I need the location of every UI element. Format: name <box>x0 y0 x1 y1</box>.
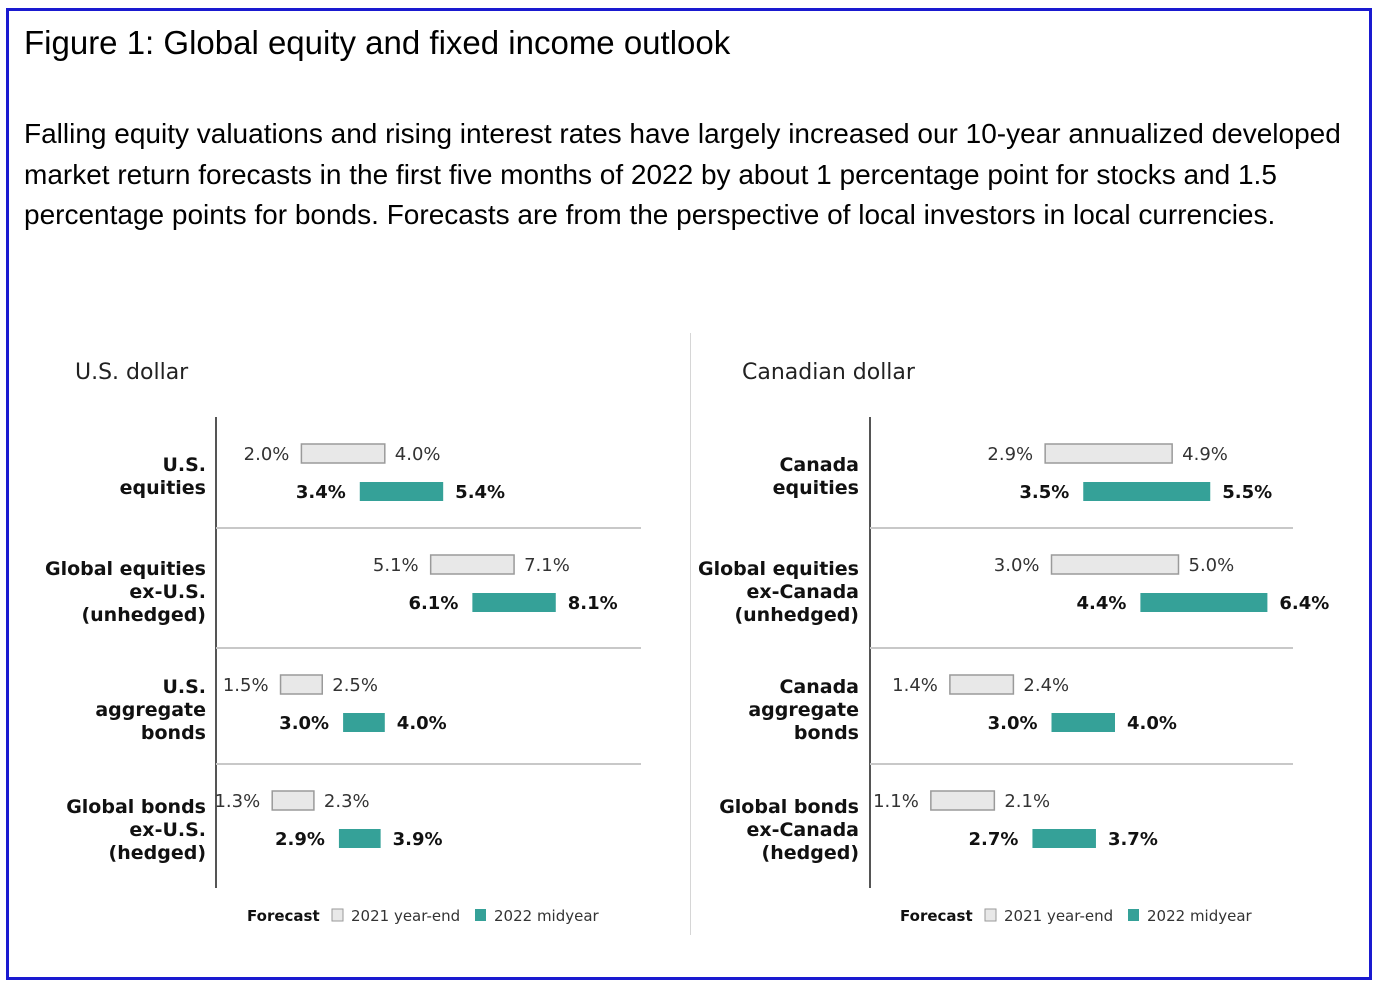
category-label: U.S. equities <box>120 454 206 499</box>
label-2021-low: 1.4% <box>892 675 938 696</box>
label-2022-low: 3.0% <box>279 713 329 734</box>
legend-label-2021-year-end: 2021 year-end <box>351 907 460 925</box>
label-2021-low: 1.5% <box>223 675 269 696</box>
category-label: Global equities ex-U.S. (unhedged) <box>45 558 206 626</box>
bar-2021-year-end <box>429 554 515 575</box>
label-2021-high: 2.5% <box>332 675 378 696</box>
category-label-line: ex-Canada <box>746 819 859 841</box>
bar-2021-year-end <box>271 790 315 811</box>
bar-2022-midyear <box>1032 829 1096 848</box>
category-label: Global bonds ex-U.S. (hedged) <box>66 796 206 864</box>
bar-2022-midyear <box>1083 482 1211 501</box>
label-2022-high: 5.5% <box>1222 482 1272 503</box>
bar-2021-year-end <box>1044 443 1173 464</box>
bar-2022-midyear <box>338 829 381 848</box>
legend-swatch-2021-year-end <box>984 908 997 922</box>
category-label-line: (unhedged) <box>81 604 206 626</box>
label-2021-low: 1.1% <box>873 791 919 812</box>
label-2022-high: 8.1% <box>568 593 618 614</box>
figure-description: Falling equity valuations and rising int… <box>24 118 1341 230</box>
label-2021-low: 2.9% <box>987 444 1033 465</box>
category-label-line: bonds <box>141 722 206 744</box>
category-label-line: (unhedged) <box>734 604 859 626</box>
legend-swatch-2022-midyear <box>475 909 486 921</box>
category-label-line: ex-Canada <box>746 581 859 603</box>
label-2022-high: 3.9% <box>393 829 443 850</box>
category-label-line: Canada <box>779 676 859 698</box>
category-label-line: Canada <box>779 454 859 476</box>
label-2022-low: 2.9% <box>275 829 325 850</box>
label-2021-high: 2.4% <box>1023 675 1069 696</box>
category-label-line: aggregate <box>748 699 859 721</box>
bar-2021-year-end <box>279 674 323 695</box>
bar-2021-year-end <box>1050 554 1180 575</box>
category-label-line: U.S. <box>162 676 206 698</box>
label-2022-high: 4.0% <box>397 713 447 734</box>
label-2021-low: 5.1% <box>373 555 419 576</box>
label-2021-high: 7.1% <box>524 555 570 576</box>
category-label-line: Global bonds <box>719 796 859 818</box>
label-2022-high: 6.4% <box>1279 593 1329 614</box>
category-label: Global equities ex-Canada (unhedged) <box>698 558 859 626</box>
label-2022-low: 4.4% <box>1076 593 1126 614</box>
category-label-line: aggregate <box>95 699 206 721</box>
category-label: Canada aggregate bonds <box>748 676 859 744</box>
figure-title: Figure 1: Global equity and fixed income… <box>24 24 731 61</box>
category-label-line: U.S. <box>162 454 206 476</box>
category-label: U.S. aggregate bonds <box>95 676 206 744</box>
category-label-line: Global equities <box>698 558 859 580</box>
panel-title-usd: U.S. dollar <box>75 360 189 385</box>
bar-2022-midyear <box>359 482 444 501</box>
label-2022-high: 5.4% <box>455 482 505 503</box>
bar-2021-year-end <box>300 443 386 464</box>
bar-2021-year-end <box>949 674 1015 695</box>
legend-label-2022-midyear: 2022 midyear <box>494 907 600 925</box>
label-2021-high: 2.3% <box>324 791 370 812</box>
legend-swatch-2022-midyear <box>1128 909 1139 921</box>
category-label: Canada equities <box>773 454 859 499</box>
label-2021-high: 4.9% <box>1182 444 1228 465</box>
category-label-line: (hedged) <box>762 842 859 864</box>
category-label-line: Global bonds <box>66 796 206 818</box>
label-2021-high: 5.0% <box>1189 555 1235 576</box>
label-2022-low: 6.1% <box>408 593 458 614</box>
bar-2021-year-end <box>930 790 996 811</box>
label-2022-low: 3.4% <box>296 482 346 503</box>
category-label-line: ex-U.S. <box>129 581 206 603</box>
label-2022-high: 4.0% <box>1127 713 1177 734</box>
label-2021-low: 2.0% <box>244 444 290 465</box>
legend-label-2022-midyear: 2022 midyear <box>1147 907 1253 925</box>
label-2021-low: 1.3% <box>214 791 260 812</box>
bar-2022-midyear <box>1051 713 1115 732</box>
bar-2022-midyear <box>472 593 556 612</box>
label-2021-low: 3.0% <box>994 555 1040 576</box>
category-label-line: equities <box>120 477 206 499</box>
label-2022-high: 3.7% <box>1108 829 1158 850</box>
category-label-line: equities <box>773 477 859 499</box>
label-2021-high: 4.0% <box>395 444 441 465</box>
legend-title: Forecast <box>247 907 320 925</box>
bar-2022-midyear <box>343 713 385 732</box>
label-2022-low: 3.5% <box>1019 482 1069 503</box>
category-label-line: bonds <box>794 722 859 744</box>
label-2022-low: 3.0% <box>988 713 1038 734</box>
legend-swatch-2021-year-end <box>331 908 344 922</box>
panel-title-cad: Canadian dollar <box>742 360 915 385</box>
category-label-line: Global equities <box>45 558 206 580</box>
legend-title: Forecast <box>900 907 973 925</box>
bar-2022-midyear <box>1140 593 1268 612</box>
category-label-line: (hedged) <box>109 842 206 864</box>
category-label-line: ex-U.S. <box>129 819 206 841</box>
category-label: Global bonds ex-Canada (hedged) <box>719 796 859 864</box>
legend-label-2021-year-end: 2021 year-end <box>1004 907 1113 925</box>
label-2022-low: 2.7% <box>969 829 1019 850</box>
panel-divider <box>690 333 691 935</box>
label-2021-high: 2.1% <box>1004 791 1050 812</box>
